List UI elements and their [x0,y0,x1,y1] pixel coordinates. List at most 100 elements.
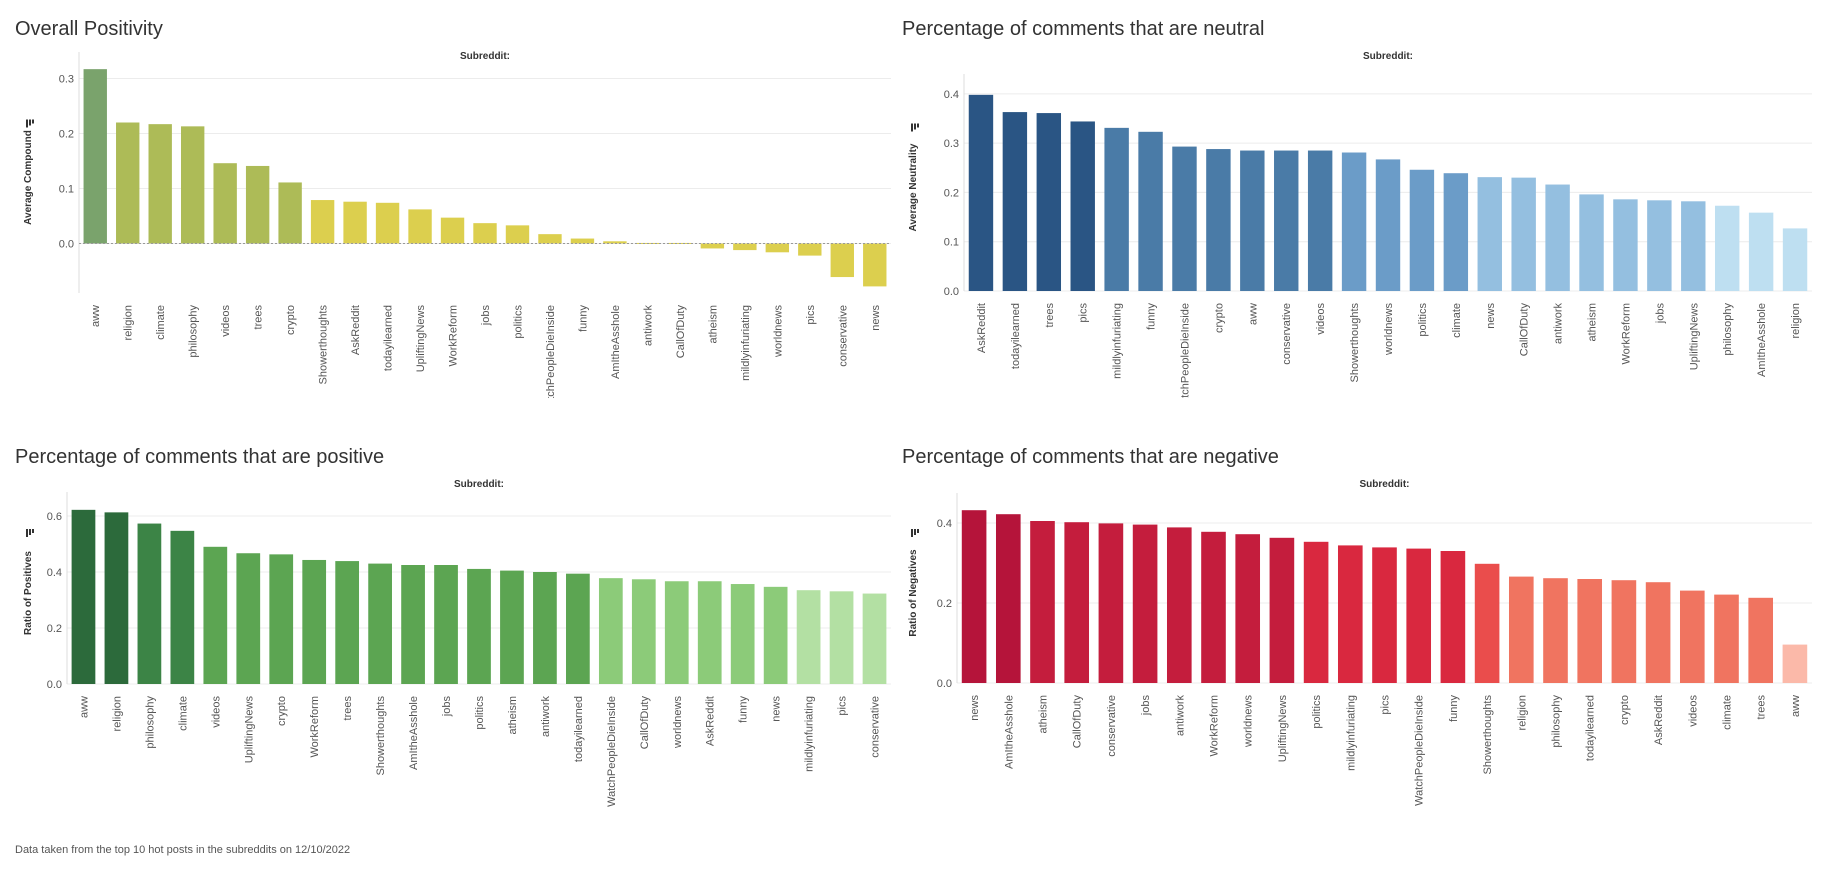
bar-neutral-showerthoughts[interactable] [1341,152,1367,291]
bar-positive-pics[interactable] [829,591,854,684]
bar-overall-pics[interactable] [798,243,822,256]
bar-neutral-climate[interactable] [1443,173,1469,291]
bar-neutral-atheism[interactable] [1579,194,1604,291]
bar-positive-philosophy[interactable] [137,523,162,684]
bar-negative-showerthoughts[interactable] [1474,563,1500,683]
bar-overall-watchpeopledieinside[interactable] [538,234,562,244]
bar-overall-amitheasshole[interactable] [603,241,627,244]
negative-sort-icon[interactable] [911,529,919,537]
bar-positive-trees[interactable] [335,561,360,684]
bar-overall-funny[interactable] [570,238,595,244]
bar-overall-crypto[interactable] [278,182,302,244]
bar-positive-religion[interactable] [104,512,129,684]
bar-positive-climate[interactable] [170,530,195,684]
bar-negative-todayilearned[interactable] [1577,579,1603,683]
bar-negative-philosophy[interactable] [1543,578,1568,683]
bar-negative-trees[interactable] [1748,597,1774,683]
bar-positive-crypto[interactable] [269,554,294,684]
bar-negative-conservative[interactable] [1098,523,1124,683]
bar-neutral-videos[interactable] [1307,150,1333,291]
bar-neutral-callofduty[interactable] [1511,177,1536,291]
bar-positive-showerthoughts[interactable] [368,563,392,684]
bar-overall-jobs[interactable] [473,223,497,244]
bar-positive-callofduty[interactable] [631,579,656,684]
bar-overall-upliftingnews[interactable] [408,209,432,244]
bar-positive-news[interactable] [763,586,788,684]
bar-negative-antiwork[interactable] [1166,527,1192,683]
bar-overall-todayilearned[interactable] [375,202,400,244]
bar-neutral-news[interactable] [1477,177,1502,291]
bar-positive-conservative[interactable] [862,593,887,684]
bar-overall-aww[interactable] [83,69,107,244]
bar-neutral-aww[interactable] [1240,150,1265,291]
bar-neutral-religion[interactable] [1782,228,1808,291]
bar-neutral-politics[interactable] [1409,169,1435,291]
bar-neutral-upliftingnews[interactable] [1681,201,1706,291]
bar-negative-news[interactable] [961,510,987,683]
bar-neutral-funny[interactable] [1138,131,1163,291]
bar-overall-askreddit[interactable] [343,201,367,244]
bar-positive-atheism[interactable] [500,570,524,684]
bar-positive-funny[interactable] [730,584,755,684]
bar-positive-antiwork[interactable] [533,572,557,684]
bar-overall-mildlyinfuriating[interactable] [733,243,757,251]
bar-negative-videos[interactable] [1679,590,1705,683]
bar-negative-watchpeopledieinside[interactable] [1406,548,1432,683]
bar-positive-askreddit[interactable] [697,581,722,684]
bar-positive-videos[interactable] [203,546,228,684]
neutral-sort-icon[interactable] [911,123,919,132]
bar-overall-videos[interactable] [213,163,237,244]
bar-neutral-trees[interactable] [1036,113,1062,291]
bar-negative-aww[interactable] [1782,644,1808,683]
bar-negative-workreform[interactable] [1201,531,1226,683]
bar-overall-showerthoughts[interactable] [310,200,335,244]
bar-neutral-workreform[interactable] [1613,199,1638,291]
bar-overall-climate[interactable] [148,124,172,244]
bar-negative-politics[interactable] [1303,541,1329,683]
bar-neutral-crypto[interactable] [1206,149,1231,291]
bar-negative-askreddit[interactable] [1645,582,1671,683]
overall-sort-icon[interactable] [26,119,34,128]
bar-negative-upliftingnews[interactable] [1269,537,1295,683]
bar-overall-news[interactable] [863,243,887,287]
bar-negative-religion[interactable] [1508,576,1534,683]
bar-negative-mildlyinfuriating[interactable] [1337,545,1363,683]
bar-negative-worldnews[interactable] [1235,534,1261,683]
bar-positive-workreform[interactable] [302,559,327,684]
bar-negative-atheism[interactable] [1030,521,1055,683]
bar-overall-conservative[interactable] [830,243,854,278]
bar-neutral-mildlyinfuriating[interactable] [1104,127,1129,291]
bar-neutral-pics[interactable] [1070,121,1095,292]
bar-neutral-amitheasshole[interactable] [1748,212,1774,291]
bar-negative-pics[interactable] [1372,547,1397,683]
bar-positive-upliftingnews[interactable] [236,553,261,684]
bar-positive-worldnews[interactable] [664,581,689,684]
bar-neutral-antiwork[interactable] [1545,184,1570,291]
bar-negative-amitheasshole[interactable] [995,514,1021,683]
bar-negative-crypto[interactable] [1611,580,1637,683]
bar-positive-watchpeopledieinside[interactable] [598,578,623,684]
bar-neutral-jobs[interactable] [1647,200,1672,291]
bar-overall-worldnews[interactable] [765,243,790,253]
bar-neutral-philosophy[interactable] [1714,205,1740,291]
bar-neutral-todayilearned[interactable] [1002,112,1028,291]
bar-neutral-conservative[interactable] [1274,150,1299,291]
bar-overall-philosophy[interactable] [180,126,205,244]
positive-sort-icon[interactable] [26,529,34,537]
bar-overall-workreform[interactable] [440,217,465,244]
bar-negative-jobs[interactable] [1132,524,1158,683]
bar-overall-atheism[interactable] [700,243,725,249]
bar-neutral-worldnews[interactable] [1375,159,1401,291]
bar-positive-aww[interactable] [71,509,96,684]
bar-positive-amitheasshole[interactable] [401,565,425,684]
bar-neutral-watchpeopledieinside[interactable] [1172,146,1197,291]
bar-positive-mildlyinfuriating[interactable] [796,590,821,684]
bar-overall-trees[interactable] [245,165,270,244]
bar-neutral-askreddit[interactable] [968,94,994,291]
bar-positive-jobs[interactable] [434,565,458,684]
bar-negative-callofduty[interactable] [1064,522,1090,683]
bar-positive-politics[interactable] [467,568,491,684]
bar-overall-religion[interactable] [116,122,140,244]
bar-negative-funny[interactable] [1440,551,1466,683]
bar-overall-politics[interactable] [505,225,530,244]
